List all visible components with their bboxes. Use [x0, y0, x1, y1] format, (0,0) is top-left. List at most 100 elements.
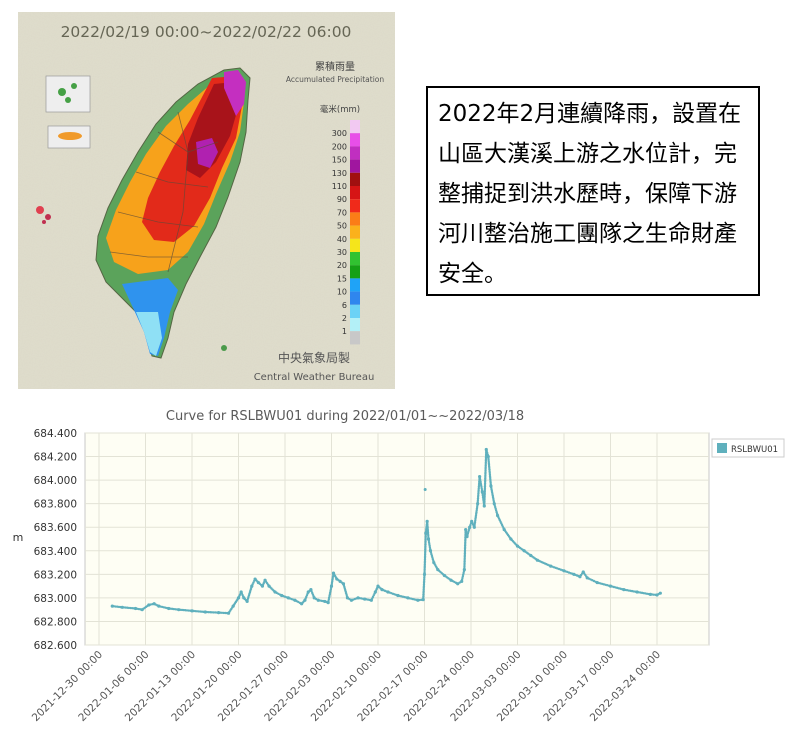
data-point-interp — [215, 611, 219, 614]
data-point-interp — [285, 596, 288, 599]
data-point-interp — [561, 569, 564, 572]
data-point-interp — [489, 483, 492, 486]
data-point-interp — [548, 564, 551, 567]
data-point-interp — [515, 543, 518, 547]
data-point-interp — [435, 567, 439, 570]
data-point-interp — [414, 598, 418, 602]
data-point-interp — [312, 595, 315, 598]
map-legend: 300 200 150 130 110 90 70 50 40 30 20 15 10 6 2 1 — [332, 120, 360, 345]
data-point-interp — [486, 453, 489, 456]
legend-swatch — [717, 443, 727, 453]
data-point-interp — [418, 598, 421, 602]
callout-box: 2022年2月連續降雨，設置在山區大漢溪上游之水位計，完整捕捉到洪水歷時，保障下… — [426, 86, 760, 296]
data-point-interp — [502, 526, 505, 530]
data-point-interp — [151, 602, 154, 606]
legend-level-2: 2 — [342, 314, 347, 323]
map-agency-zh: 中央氣象局製 — [278, 350, 350, 365]
data-point-interp — [448, 578, 451, 581]
legend-color-3 — [350, 159, 360, 173]
data-point-interp — [306, 592, 309, 595]
data-point-interp — [422, 591, 425, 595]
data-point-interp — [657, 592, 660, 596]
data-point-interp — [594, 580, 597, 583]
y-tick-label: 683.400 — [34, 546, 77, 558]
y-axis-ticks: 682.600 682.800 683.000 683.200 683.400 683.6… — [34, 428, 77, 652]
plot-area — [84, 432, 710, 646]
legend-level-20: 20 — [337, 261, 347, 270]
data-point-interp — [373, 592, 376, 595]
chart-legend[interactable]: RSLBWU01 — [711, 438, 785, 458]
data-point-interp — [521, 548, 525, 552]
data-point-interp — [620, 588, 624, 591]
y-grid — [85, 432, 709, 646]
legend-color-7 — [350, 212, 360, 226]
data-point-interp — [340, 581, 343, 584]
data-point-interp — [420, 598, 423, 602]
data-point-interp — [423, 578, 426, 581]
data-point-interp — [571, 572, 574, 575]
y-axis-label: m — [13, 531, 24, 544]
data-point-interp — [462, 570, 466, 573]
data-point-interp — [302, 600, 306, 603]
data-point-interp — [422, 596, 425, 600]
data-point-interp — [580, 572, 584, 575]
data-point-interp — [441, 573, 445, 576]
data-point-interp — [469, 524, 472, 527]
data-point-interp — [424, 533, 427, 536]
legend-color-9 — [350, 238, 360, 252]
legend-color-10 — [350, 252, 360, 266]
legend-level-40: 40 — [337, 235, 347, 244]
legend-label: RSLBWU01 — [731, 445, 778, 455]
rain-zone-cyan-south — [136, 312, 162, 356]
chart-title: Curve for RSLBWU01 during 2022/01/01~~20… — [166, 409, 524, 424]
data-point-interp — [528, 553, 531, 556]
data-point-interp — [585, 575, 588, 578]
data-point-interp — [508, 536, 512, 539]
data-point-interp — [315, 597, 318, 601]
data-point-interp — [428, 547, 432, 551]
data-point-interp — [481, 492, 484, 495]
data-point-interp — [189, 609, 192, 612]
data-point-interp — [348, 597, 351, 601]
map-legend-title-en: Accumulated Precipitation — [286, 75, 385, 84]
data-point-interp — [385, 590, 388, 593]
legend-color-14 — [350, 304, 360, 318]
legend-level-6: 6 — [342, 301, 347, 310]
legend-color-2 — [350, 146, 360, 160]
data-point-interp — [405, 596, 408, 599]
rain-zone-magenta-north — [224, 70, 246, 116]
data-point-interp — [337, 579, 340, 582]
legend-color-5 — [350, 186, 360, 200]
y-tick-label: 683.000 — [34, 593, 77, 605]
data-point-interp — [165, 606, 169, 610]
data-point-interp — [345, 595, 349, 598]
data-point-interp — [329, 586, 333, 589]
legend-color-4 — [350, 172, 360, 186]
data-point-interp — [334, 576, 338, 579]
data-point-interp — [231, 606, 234, 609]
y-tick-label: 683.200 — [34, 569, 77, 581]
legend-level-10: 10 — [337, 288, 347, 297]
y-tick-label: 684.200 — [34, 452, 77, 464]
map-legend-unit: 毫米(mm) — [320, 104, 360, 115]
data-point-interp — [368, 598, 371, 602]
y-tick-label: 684.000 — [34, 475, 77, 487]
map-agency-en: Central Weather Bureau — [254, 372, 375, 383]
data-point-interp — [156, 604, 159, 607]
water-level-chart: Curve for RSLBWU01 during 2022/01/01~~20… — [13, 409, 785, 724]
legend-color-6 — [350, 199, 360, 213]
legend-color-15 — [350, 318, 360, 332]
data-point-interp — [481, 494, 484, 497]
legend-level-300: 300 — [332, 129, 347, 138]
data-point-interp — [454, 581, 458, 585]
data-point-interp — [534, 558, 538, 561]
data-point-interp — [432, 559, 435, 563]
data-point-interp — [263, 580, 266, 583]
data-point-interp — [175, 608, 179, 611]
y-tick-label: 682.800 — [34, 616, 77, 628]
legend-level-15: 15 — [337, 274, 347, 283]
data-point-interp — [146, 604, 149, 608]
data-point-interp — [423, 576, 426, 579]
y-tick-label: 684.400 — [34, 428, 77, 440]
